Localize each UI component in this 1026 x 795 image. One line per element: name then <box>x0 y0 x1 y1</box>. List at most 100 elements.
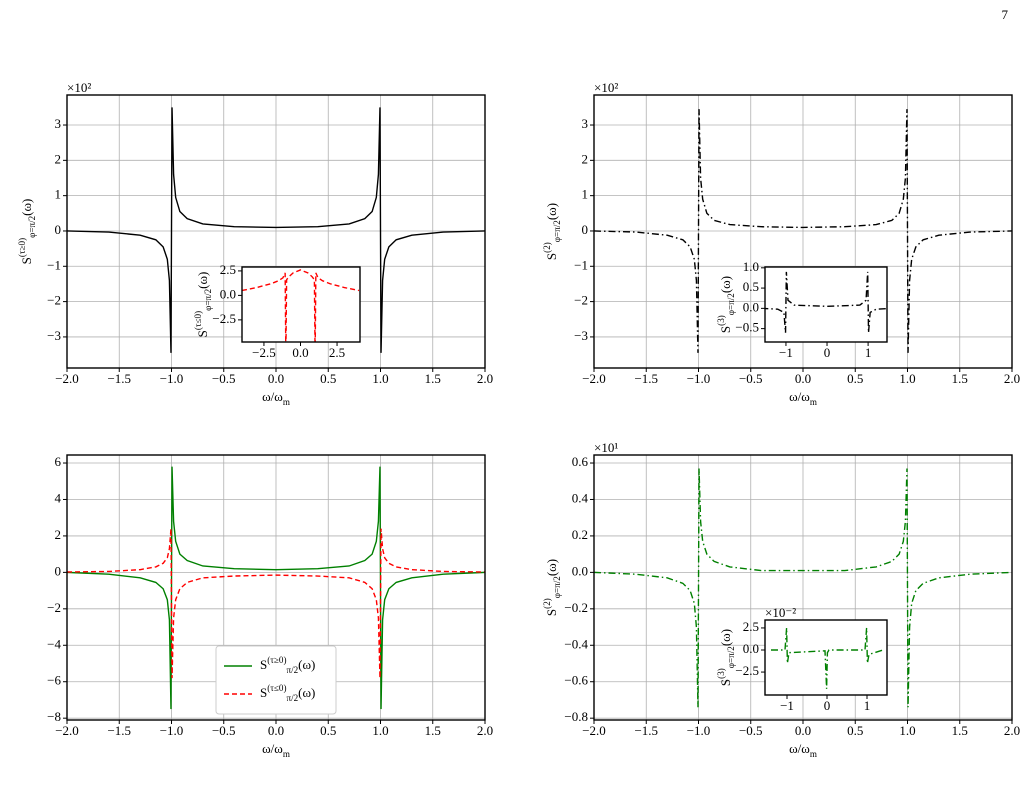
y-axis-label: S(τ≤0)φ=π/2(ω) <box>193 272 213 338</box>
x-tick-label: −1.0 <box>687 723 711 738</box>
x-tick-label: −2.0 <box>55 371 79 386</box>
series-group <box>765 271 887 333</box>
axis-multiplier: ×10² <box>67 80 91 95</box>
y-tick-label: −3 <box>574 328 588 343</box>
series-line <box>67 107 485 353</box>
y-tick-label: −0.8 <box>564 709 588 724</box>
x-tick-label: −1 <box>779 345 793 360</box>
x-tick-label: −1.0 <box>160 723 184 738</box>
x-tick-label: −1.0 <box>160 371 184 386</box>
x-tick-label: −1.0 <box>687 371 711 386</box>
series-line <box>242 269 360 342</box>
y-tick-label: −4 <box>47 636 61 651</box>
x-axis-label: ω/ωm <box>262 741 290 759</box>
x-tick-label: 2.5 <box>329 345 345 360</box>
series-group <box>67 466 485 710</box>
chart: −2.0 −1.5 −1.0 −0.5 0.0 0.5 1.0 1.5 2.0 −8 −6 −4 −2 0… <box>47 454 493 759</box>
legend-label: S(τ≤0)π/2(ω) <box>260 683 315 703</box>
x-tick-label: 2.0 <box>477 371 493 386</box>
y-axis-label: S(2)φ=π/2(ω) <box>542 559 562 616</box>
x-tick-label: −1.5 <box>634 371 658 386</box>
series-line <box>771 627 884 689</box>
x-tick-label: −0.5 <box>739 723 763 738</box>
y-tick-label: 2.5 <box>220 262 236 277</box>
legend-label: S(τ≥0)π/2(ω) <box>260 655 315 675</box>
x-tick-label: 0.0 <box>268 723 284 738</box>
x-axis-label: ω/ωm <box>789 741 817 759</box>
legend-box <box>215 645 337 715</box>
y-tick-label: −2.5 <box>735 663 759 678</box>
x-tick-label: 2.0 <box>1004 723 1020 738</box>
y-tick-label: 1 <box>55 187 62 202</box>
chart: −2.0 −1.5 −1.0 −0.5 0.0 0.5 1.0 1.5 2.0 −3 −2 −1 0 1 2… <box>17 80 493 407</box>
y-tick-label: 0.0 <box>220 286 236 301</box>
y-tick-label: 0.5 <box>743 279 759 294</box>
y-tick-label: 1 <box>582 187 589 202</box>
y-axis-label: S(3)φ=π/2(ω) <box>716 629 736 686</box>
x-tick-label: 1.0 <box>372 723 388 738</box>
y-tick-label: 0 <box>55 222 62 237</box>
y-tick-label: 0.0 <box>743 299 759 314</box>
x-tick-label: −1.5 <box>634 723 658 738</box>
y-tick-label: 0.0 <box>572 563 588 578</box>
y-tick-label: −2 <box>47 600 61 615</box>
series-line <box>67 528 485 679</box>
y-tick-label: 0.4 <box>572 490 589 505</box>
y-tick-label: 0.0 <box>743 641 759 656</box>
y-tick-label: −6 <box>47 673 61 688</box>
inset-chart: −2.5 0.0 2.5 −2.5 0.0 2.5 S(τ≤0)φ=π/2(ω) <box>193 262 361 360</box>
inset-chart: −1 0 1 −2.5 0.0 2.5 ×10⁻² S(3)φ=π/2(ω) <box>716 605 888 713</box>
axes-frame <box>241 266 361 343</box>
y-tick-label: −1 <box>47 257 61 272</box>
x-tick-label: 0.0 <box>795 723 811 738</box>
x-tick-label: 0.5 <box>847 723 863 738</box>
chart: −2.0 −1.5 −1.0 −0.5 0.0 0.5 1.0 1.5 2.0 −3 −2 −1 0 1 2… <box>542 80 1020 407</box>
y-tick-label: 0.6 <box>572 454 589 469</box>
y-tick-label: 1.0 <box>743 259 759 274</box>
x-tick-label: −2.0 <box>55 723 79 738</box>
x-tick-label: −1.5 <box>107 723 131 738</box>
y-tick-label: 2.5 <box>743 619 759 634</box>
x-tick-label: 0 <box>824 698 831 713</box>
y-tick-label: −0.4 <box>564 636 588 651</box>
inset-background <box>242 267 360 342</box>
x-tick-label: 2.0 <box>1004 371 1020 386</box>
axis-multiplier: ×10² <box>594 80 618 95</box>
page-number: 7 <box>1002 7 1009 22</box>
y-tick-label: 3 <box>582 116 589 131</box>
x-axis-label: ω/ωm <box>262 389 290 407</box>
x-tick-label: −1 <box>780 698 794 713</box>
y-tick-label: −0.2 <box>564 600 588 615</box>
y-tick-label: 0.2 <box>572 527 588 542</box>
y-axis-label: S(2)φ=π/2(ω) <box>542 203 562 260</box>
x-tick-label: −2.0 <box>582 371 606 386</box>
series-group <box>594 468 1012 708</box>
y-tick-label: −0.5 <box>735 320 759 335</box>
y-tick-label: −2 <box>574 293 588 308</box>
y-tick-label: 0 <box>582 222 589 237</box>
series-line <box>67 466 485 710</box>
y-tick-label: 4 <box>55 490 62 505</box>
x-tick-label: 1.5 <box>952 371 968 386</box>
y-axis-label: S(τ≥0)φ=π/2(ω) <box>17 199 37 265</box>
x-tick-label: 1 <box>864 698 871 713</box>
x-tick-label: −0.5 <box>212 723 236 738</box>
x-tick-label: 1.0 <box>899 371 915 386</box>
y-tick-label: 2 <box>55 151 62 166</box>
x-tick-label: −2.5 <box>252 345 276 360</box>
axes-frame <box>764 266 888 343</box>
x-tick-label: 1.5 <box>425 371 441 386</box>
inset-chart: −1 0 1 −0.5 0.0 0.5 1.0 S(3)φ=π/2(ω) <box>716 259 888 360</box>
x-tick-label: 0.0 <box>268 371 284 386</box>
x-tick-label: −2.0 <box>582 723 606 738</box>
y-tick-label: −0.6 <box>564 673 588 688</box>
axis-multiplier: ×10¹ <box>594 440 618 455</box>
y-tick-label: −8 <box>47 709 61 724</box>
x-tick-label: 0.5 <box>847 371 863 386</box>
y-tick-label: 3 <box>55 116 62 131</box>
y-tick-label: 6 <box>55 454 62 469</box>
axes-frame <box>764 619 888 696</box>
x-axis-label: ω/ωm <box>789 389 817 407</box>
x-tick-label: 0.0 <box>292 345 308 360</box>
